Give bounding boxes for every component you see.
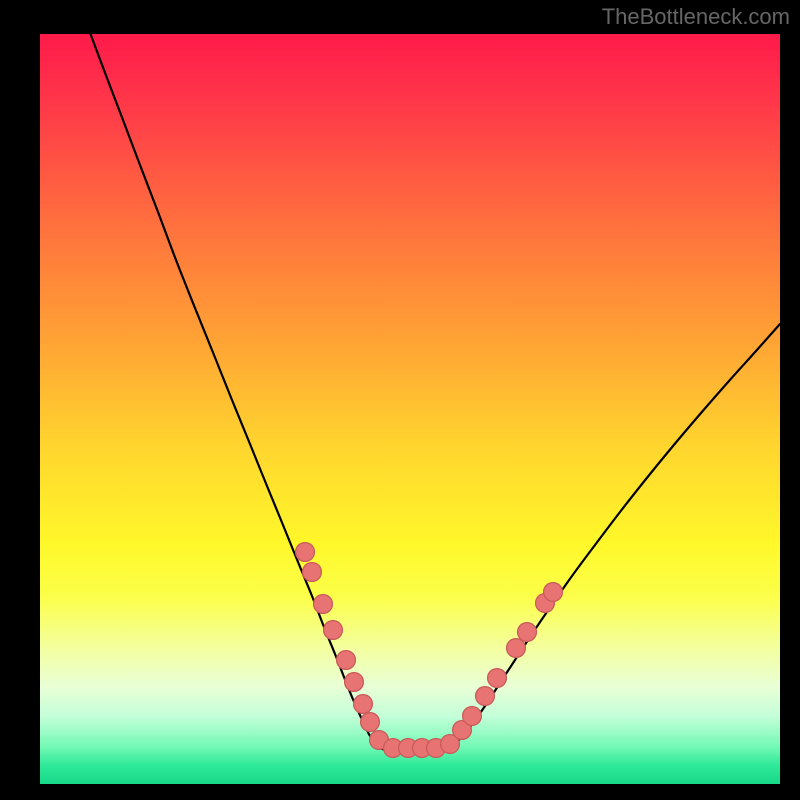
data-marker (543, 582, 563, 602)
data-marker (313, 594, 333, 614)
data-marker (344, 672, 364, 692)
data-marker (517, 622, 537, 642)
plot-area (40, 34, 780, 784)
data-marker (295, 542, 315, 562)
data-marker (302, 562, 322, 582)
data-marker (336, 650, 356, 670)
data-marker (353, 694, 373, 714)
watermark-text: TheBottleneck.com (602, 4, 790, 30)
markers-layer (40, 34, 780, 784)
data-marker (475, 686, 495, 706)
data-marker (323, 620, 343, 640)
data-marker (360, 712, 380, 732)
data-marker (487, 668, 507, 688)
data-marker (462, 706, 482, 726)
